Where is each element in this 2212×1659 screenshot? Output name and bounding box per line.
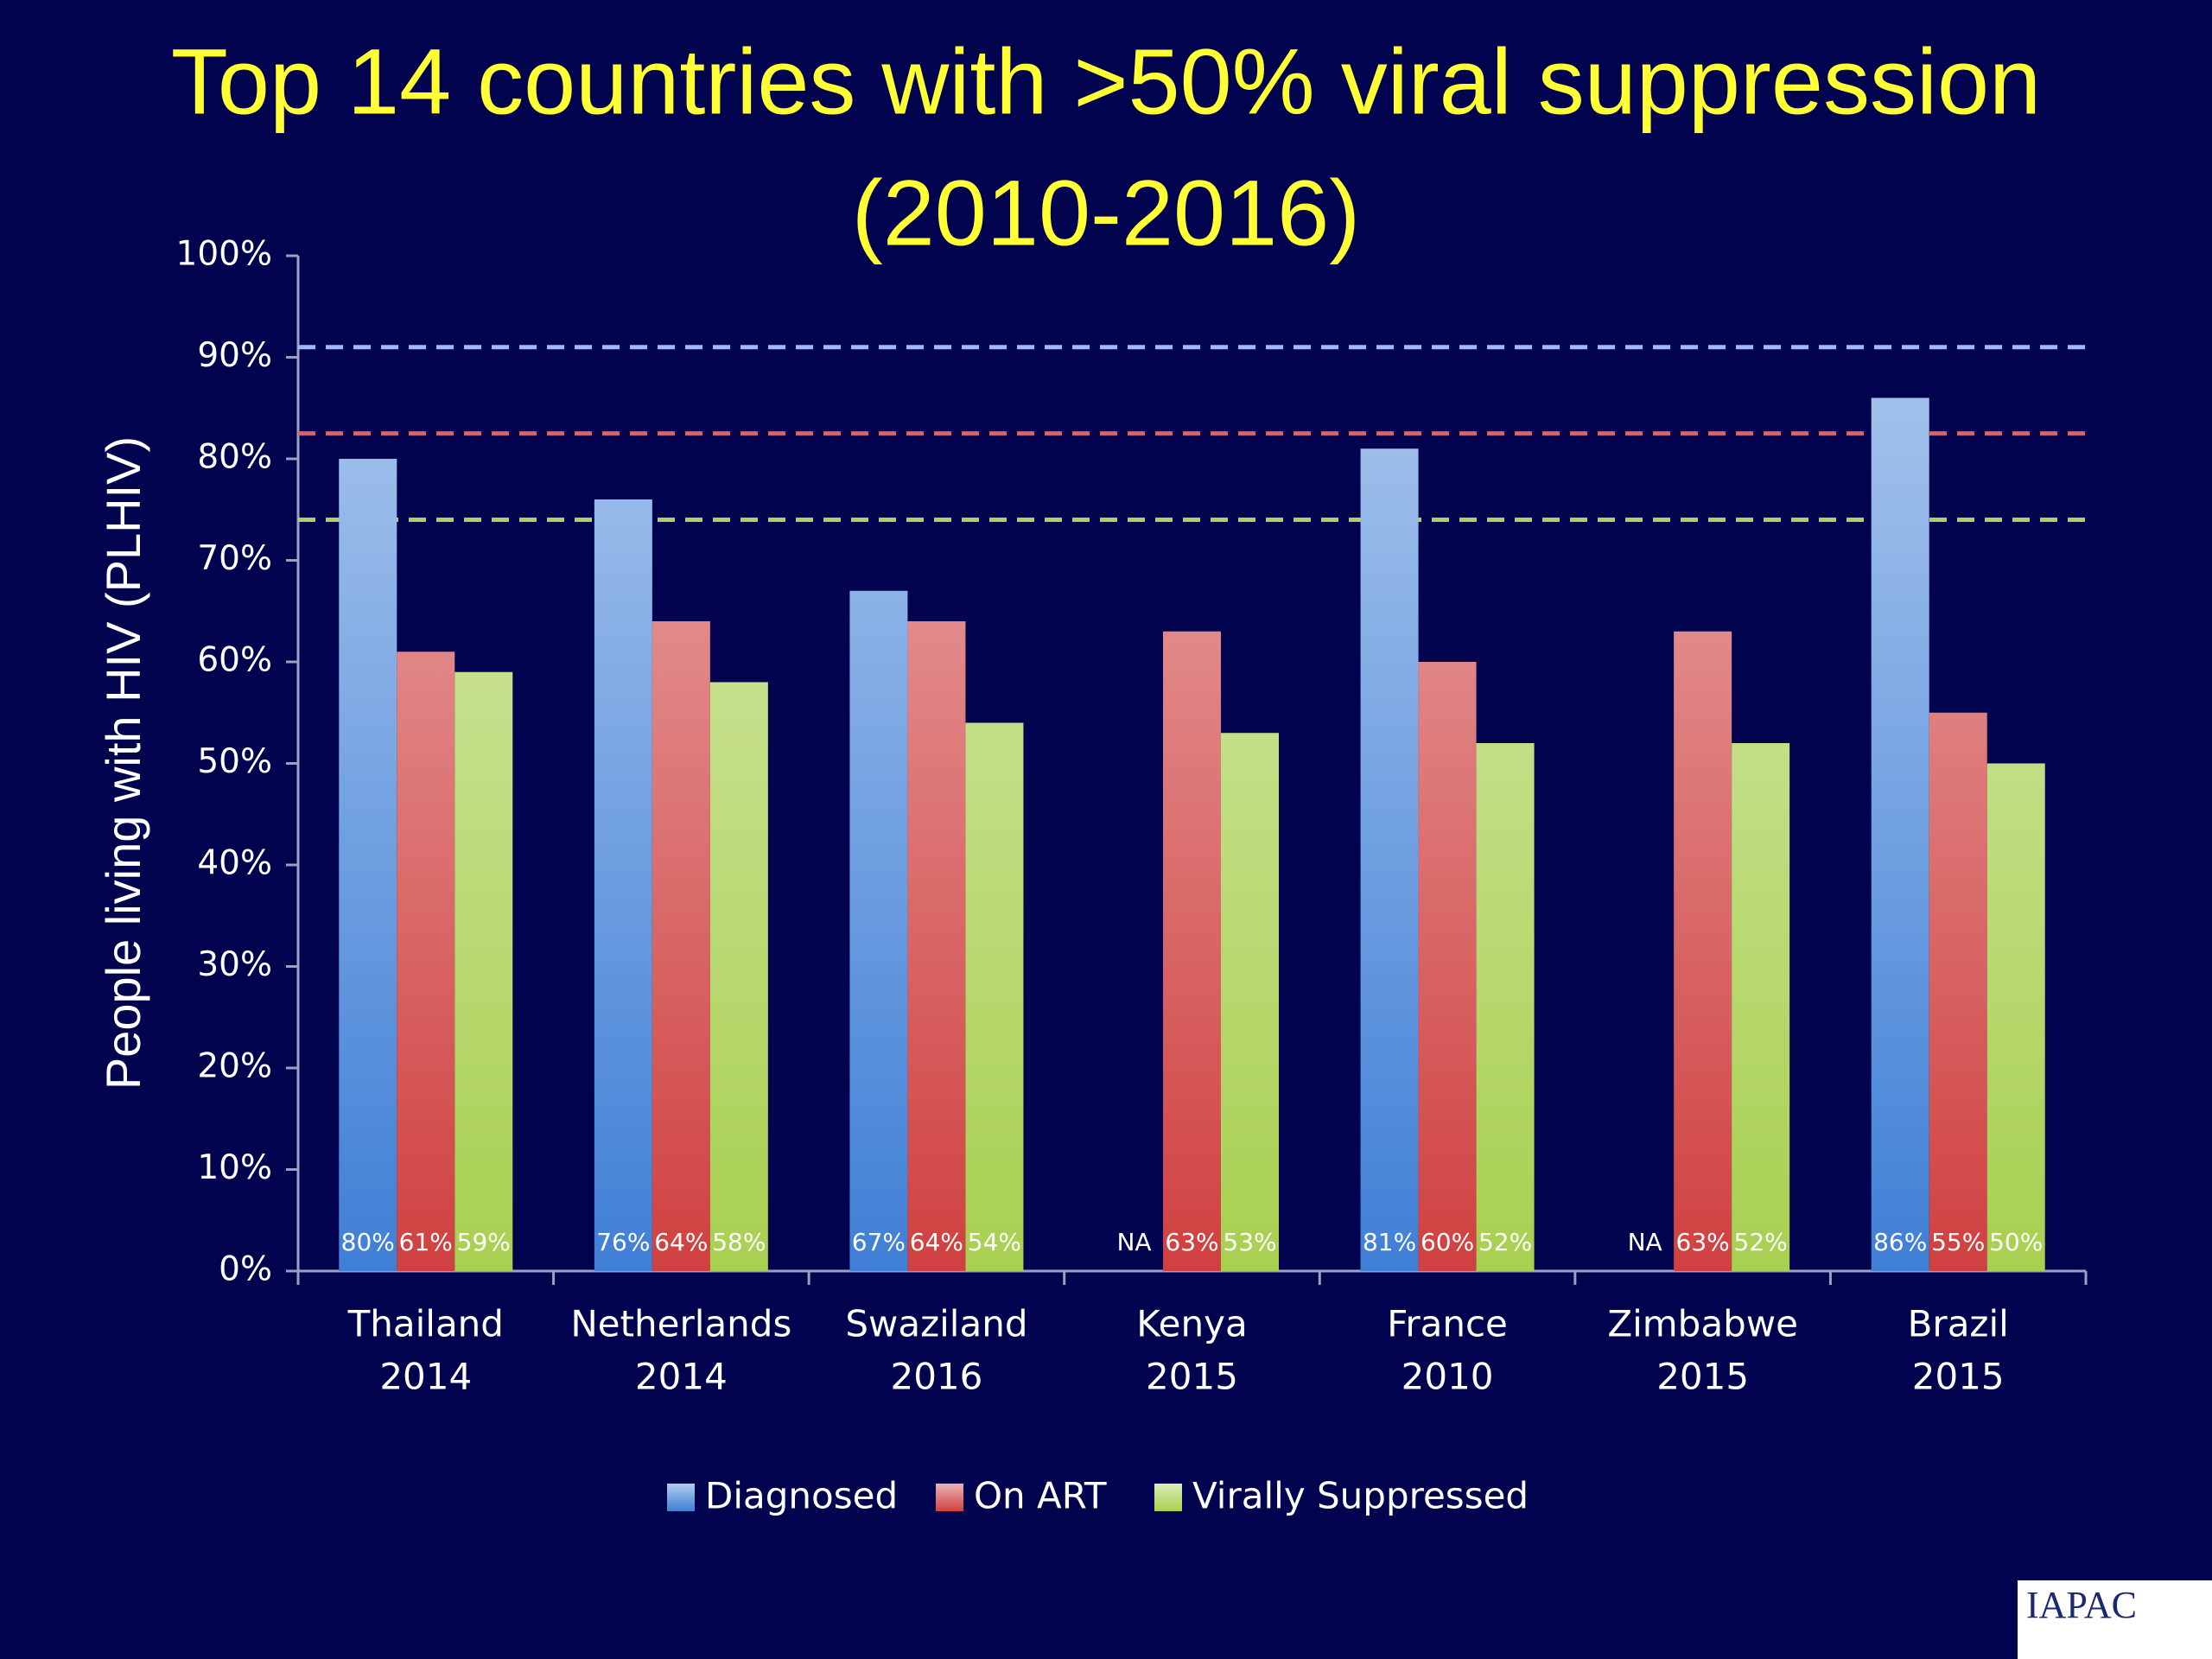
value-label: 53% [1223, 1228, 1276, 1256]
bar [849, 590, 908, 1271]
y-tick-label: 0% [219, 1250, 272, 1289]
x-tick-label: 2015 [1912, 1356, 2005, 1398]
value-label: 76% [596, 1228, 650, 1256]
x-tick-label: 2015 [1146, 1356, 1238, 1398]
x-tick-label: Kenya [1136, 1303, 1248, 1345]
value-label: 63% [1676, 1228, 1730, 1256]
legend-swatch [936, 1484, 963, 1511]
value-label: 52% [1734, 1228, 1788, 1256]
bar [1871, 397, 1929, 1271]
logo-box [2018, 1580, 2212, 1659]
value-label: 58% [712, 1228, 766, 1256]
chart-title: (2010-2016) [852, 161, 1360, 265]
x-tick-label: Netherlands [570, 1303, 791, 1345]
value-label: 52% [1478, 1228, 1532, 1256]
value-label: 64% [654, 1228, 708, 1256]
y-tick-label: 20% [197, 1047, 272, 1086]
value-label: 63% [1165, 1228, 1218, 1256]
bar [1221, 733, 1279, 1271]
y-tick-label: 40% [197, 844, 272, 883]
value-label: 60% [1421, 1228, 1474, 1256]
value-label: 67% [852, 1228, 906, 1256]
x-tick-label: 2014 [379, 1356, 472, 1398]
x-tick-label: France [1387, 1303, 1508, 1345]
bar [397, 652, 455, 1271]
legend-label: On ART [974, 1475, 1107, 1517]
bar [1476, 743, 1535, 1271]
bar [1163, 631, 1221, 1271]
y-tick-label: 100% [176, 235, 273, 274]
y-axis-label: People living with HIV (PLHIV) [96, 436, 150, 1090]
bar [1674, 631, 1732, 1271]
y-tick-label: 90% [197, 336, 272, 375]
x-tick-label: Brazil [1908, 1303, 2009, 1345]
bar [1986, 763, 2045, 1271]
bar [965, 722, 1024, 1271]
bar [339, 459, 397, 1271]
value-label: 59% [457, 1228, 511, 1256]
value-label: 86% [1873, 1228, 1927, 1256]
legend-swatch [1154, 1484, 1182, 1511]
value-label: 81% [1363, 1228, 1416, 1256]
x-tick-label: Thailand [347, 1303, 504, 1345]
x-tick-label: 2015 [1656, 1356, 1749, 1398]
bar [1732, 743, 1790, 1271]
value-label: 61% [399, 1228, 453, 1256]
bar [1360, 448, 1419, 1271]
value-label: 54% [968, 1228, 1021, 1256]
value-label: NA [1116, 1228, 1151, 1256]
bar [709, 682, 768, 1271]
value-label: 50% [1989, 1228, 2043, 1256]
x-tick-label: 2010 [1402, 1356, 1494, 1398]
bar [652, 621, 710, 1271]
logo: IAPAC [2026, 1584, 2137, 1626]
bar [907, 621, 966, 1271]
value-label: 64% [910, 1228, 963, 1256]
legend-swatch [667, 1484, 695, 1511]
value-label: 80% [341, 1228, 395, 1256]
y-tick-label: 50% [197, 742, 272, 781]
bar [1418, 662, 1477, 1271]
y-tick-label: 60% [197, 641, 272, 680]
bar [1929, 712, 1987, 1271]
legend-label: Diagnosed [705, 1475, 898, 1517]
x-tick-label: 2014 [635, 1356, 728, 1398]
x-tick-label: Zimbabwe [1607, 1303, 1798, 1345]
value-label: NA [1628, 1228, 1662, 1256]
x-tick-label: Swaziland [845, 1303, 1027, 1345]
legend-label: Virally Suppressed [1192, 1475, 1529, 1517]
y-tick-label: 30% [197, 945, 272, 984]
value-label: 55% [1931, 1228, 1985, 1256]
chart-title: Top 14 countries with >50% viral suppres… [171, 29, 2041, 134]
y-tick-label: 10% [197, 1148, 272, 1187]
y-tick-label: 70% [197, 539, 272, 578]
bar [594, 499, 652, 1271]
bar [454, 671, 513, 1271]
y-tick-label: 80% [197, 438, 272, 477]
x-tick-label: 2016 [890, 1356, 982, 1398]
